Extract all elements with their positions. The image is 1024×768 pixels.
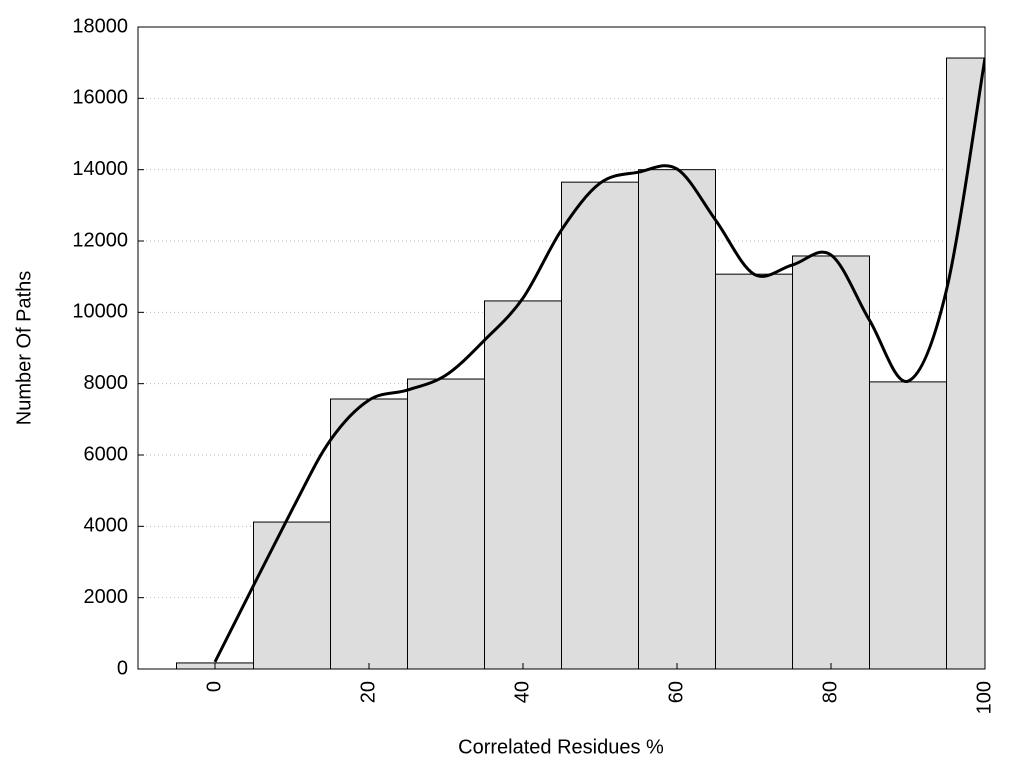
plot-frame [137,26,986,670]
y-tick-label: 18000 [72,15,128,37]
y-tick-label: 6000 [84,443,129,465]
y-tick-label: 14000 [72,158,128,180]
labels: 0 2000 4000 6000 8000 10000 12000 14000 16000 180… [72,15,995,714]
bars [176,57,985,669]
x-tick-label: 100 [973,681,995,714]
x-tick-label: 20 [357,681,379,703]
bar [407,378,485,669]
y-tick-label: 12000 [72,229,128,251]
y-tick-label: 4000 [84,515,129,537]
bar [330,398,408,669]
y-tick-label: 16000 [72,87,128,109]
y-tick-label: 8000 [84,372,129,394]
y-tick-label: 2000 [84,586,129,608]
bar [792,255,870,669]
bar [946,57,985,669]
y-axis-label: Number Of Paths [13,271,35,426]
bar [253,521,331,669]
bar [484,300,562,669]
bar [638,169,716,669]
curve-layer [213,57,985,663]
x-tick-label: 40 [511,681,533,703]
bar [561,181,639,669]
y-tick-label: 0 [117,657,128,679]
x-axis-label: Correlated Residues % [458,736,664,758]
trend-curve [213,57,985,663]
bar [715,273,793,669]
x-tick-label: 0 [203,681,225,692]
y-tick-label: 10000 [72,301,128,323]
x-tick-label: 80 [819,681,841,703]
bar [869,381,947,669]
x-tick-label: 60 [665,681,687,703]
